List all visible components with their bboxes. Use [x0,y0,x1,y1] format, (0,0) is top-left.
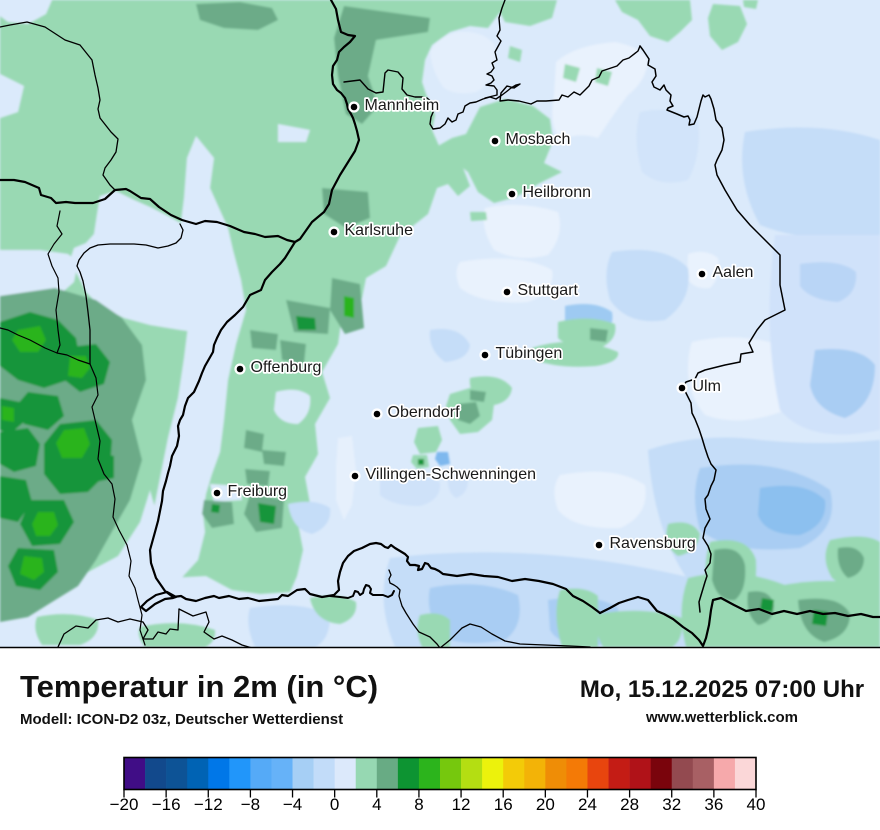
svg-text:Offenburg: Offenburg [251,359,322,376]
svg-text:24: 24 [578,795,597,814]
svg-text:Stuttgart: Stuttgart [518,282,579,299]
svg-text:Freiburg: Freiburg [228,483,288,500]
svg-text:Temperatur in 2m (in °C): Temperatur in 2m (in °C) [20,669,378,704]
svg-text:Ravensburg: Ravensburg [610,535,696,552]
svg-text:−4: −4 [283,795,302,814]
svg-text:20: 20 [536,795,555,814]
svg-text:Mosbach: Mosbach [506,131,571,148]
svg-text:Heilbronn: Heilbronn [523,184,591,201]
svg-text:−8: −8 [241,795,260,814]
svg-text:www.wetterblick.com: www.wetterblick.com [645,709,798,726]
svg-text:40: 40 [747,795,766,814]
svg-text:Ulm: Ulm [693,378,721,395]
svg-text:4: 4 [372,795,381,814]
svg-text:Tübingen: Tübingen [496,345,563,362]
svg-text:−12: −12 [194,795,223,814]
svg-text:−20: −20 [110,795,139,814]
svg-text:Karlsruhe: Karlsruhe [345,222,414,239]
svg-text:12: 12 [452,795,471,814]
svg-text:Mannheim: Mannheim [365,97,440,114]
svg-text:16: 16 [494,795,513,814]
svg-text:32: 32 [662,795,681,814]
svg-text:Villingen-Schwenningen: Villingen-Schwenningen [366,466,537,483]
svg-text:Oberndorf: Oberndorf [388,404,461,421]
svg-text:36: 36 [704,795,723,814]
svg-text:Aalen: Aalen [713,264,754,281]
svg-text:−16: −16 [152,795,181,814]
svg-text:Modell: ICON-D2 03z, Deutscher: Modell: ICON-D2 03z, Deutscher Wetterdie… [20,711,343,728]
svg-text:0: 0 [330,795,339,814]
svg-text:Mo, 15.12.2025 07:00 Uhr: Mo, 15.12.2025 07:00 Uhr [580,676,864,703]
svg-text:8: 8 [414,795,423,814]
svg-text:28: 28 [620,795,639,814]
